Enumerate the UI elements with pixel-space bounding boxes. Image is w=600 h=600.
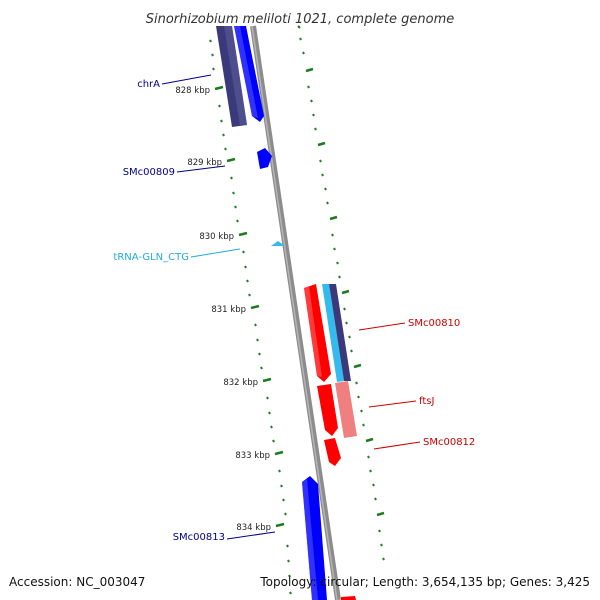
smc00809-label[interactable]: SMc00809: [123, 167, 175, 178]
kbp-label-831: 831 kbp: [211, 305, 246, 315]
chra-blast-hit-shade: [224, 26, 247, 126]
chra-leader-line: [161, 74, 212, 85]
outer-tick-ring: [297, 25, 385, 561]
smc00810-blast-hit: [329, 284, 351, 381]
smc00810-leader-line: [358, 322, 406, 331]
genome-summary-text: Topology: circular; Length: 3,654,135 bp…: [259, 575, 590, 589]
smc00810-companion-hit: [322, 284, 344, 382]
smc00809-leader-line: [176, 165, 226, 173]
inner-tick-ring: [209, 39, 292, 595]
ftsj-label[interactable]: ftsJ: [419, 396, 434, 407]
map-title: Sinorhizobium meliloti 1021, complete ge…: [146, 12, 455, 27]
smc00812-leader-line: [373, 441, 421, 450]
smc00813-leader-line: [226, 531, 276, 540]
smc00813-label[interactable]: SMc00813: [173, 532, 225, 543]
kbp-label-833: 833 kbp: [235, 451, 270, 461]
smc00809-gene[interactable]: [257, 148, 272, 169]
genome-backbone: [250, 25, 341, 600]
kbp-label-829: 829 kbp: [187, 158, 222, 168]
smc00813-gene-highlight: [302, 479, 318, 600]
smc00812-gene[interactable]: [324, 438, 341, 466]
gene-labels: chrA SMc00809 tRNA-GLN_CTG SMc00810 ftsJ…: [113, 74, 475, 543]
bottom-reverse-feature: [341, 596, 356, 600]
trna-gln-ctg-leader-line: [190, 248, 241, 258]
smc00812-label[interactable]: SMc00812: [423, 437, 475, 448]
kbp-label-832: 832 kbp: [223, 378, 258, 388]
ftsj-blast-hit: [335, 381, 357, 438]
ftsj-gene[interactable]: [317, 384, 338, 436]
kbp-label-828: 828 kbp: [175, 86, 210, 96]
smc00810-gene-highlight: [304, 286, 322, 377]
reverse-strand-features: [304, 284, 357, 600]
chra-gene-highlight: [234, 26, 258, 118]
ftsj-leader-line: [368, 400, 417, 408]
kbp-label-834: 834 kbp: [236, 523, 271, 533]
chra-label[interactable]: chrA: [137, 79, 160, 90]
trna-gln-ctg-label[interactable]: tRNA-GLN_CTG: [113, 252, 189, 263]
kbp-scale-labels: 828 kbp 829 kbp 830 kbp 831 kbp 832 kbp …: [175, 86, 271, 533]
kbp-label-830: 830 kbp: [199, 232, 234, 242]
forward-strand-features: [216, 26, 327, 600]
accession-text: Accession: NC_003047: [9, 575, 145, 589]
smc00810-label[interactable]: SMc00810: [408, 318, 460, 329]
trna-gln-ctg-feature[interactable]: [271, 241, 285, 246]
